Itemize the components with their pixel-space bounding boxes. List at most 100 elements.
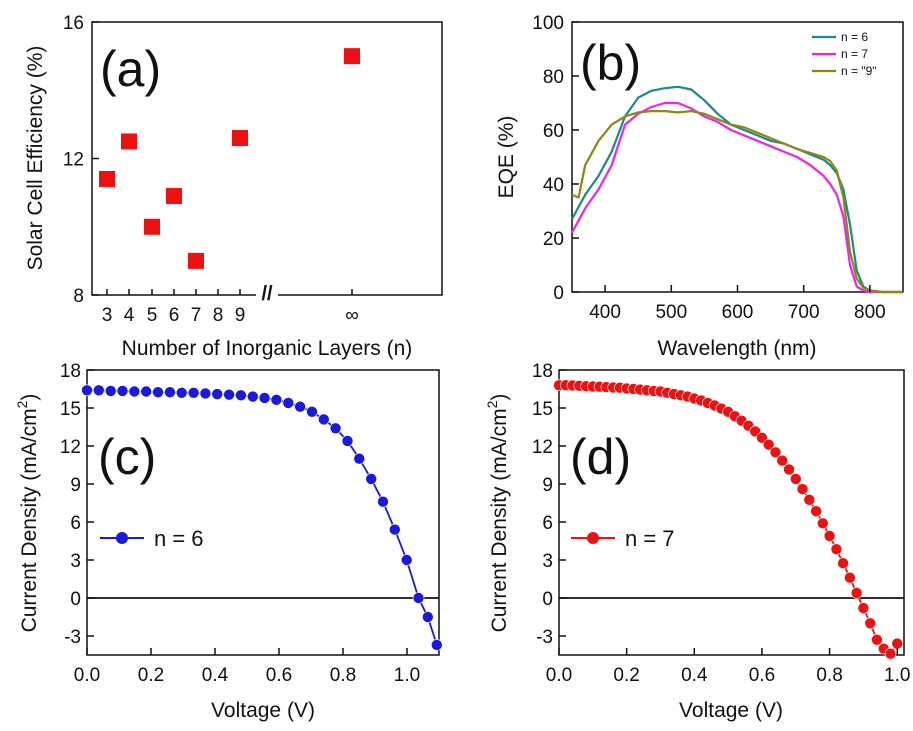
legend-label: n = "9" [841,64,877,78]
x-tick-label: 700 [788,302,820,323]
y-tick-label: 12 [60,437,81,458]
data-point [175,386,188,399]
panel-c-plot-frame [86,369,440,656]
data-point [837,557,849,570]
y-tick-label: -3 [64,627,81,648]
y-tick-label: 40 [543,175,564,196]
y-tick-label: 6 [70,513,81,534]
data-point [871,633,883,646]
panel-d-plot-frame [558,369,905,656]
data-point [377,495,389,508]
y-tick-label: 15 [532,399,553,420]
data-marker [188,252,204,269]
data-point [317,413,330,426]
data-point [270,393,283,406]
data-point [140,385,152,398]
y-tick-label: 3 [70,551,81,572]
panel-b-x-axis-label: Wavelength (nm) [657,337,816,360]
x-tick-label: 0.2 [613,665,639,686]
data-point [353,452,366,465]
panel-b-y-ticks: 0 20 40 60 80 100 [532,13,579,304]
panel-c-label: (c) [98,429,156,485]
data-point [247,390,259,403]
panel-a-x-ticks: 3 4 5 6 7 8 9 ∞ [102,289,359,326]
y-tick-label: 15 [60,399,81,420]
data-point [341,435,354,447]
panel-a-efficiency-scatter: // (a) Number of Inorganic Layers (n) So… [24,13,443,360]
series-line [559,384,898,655]
panel-d-jv-curve: (d) Voltage (V) Current Density (mA/cm2)… [484,361,910,722]
x-tick-label: 7 [191,305,202,326]
x-tick-label: 0.2 [138,665,164,686]
panel-b-legend: n = 6 n = 7 n = "9" [812,30,877,78]
panel-d-x-axis-label: Voltage (V) [679,699,783,722]
data-point [93,384,105,397]
panel-b-label: (b) [580,35,641,91]
data-marker [166,188,182,205]
data-point [235,389,247,402]
axis-break-double-slash-icon: // [261,283,273,305]
data-marker [344,48,360,65]
y-tick-label: 8 [73,286,84,307]
x-tick-label: 800 [854,302,886,323]
y-tick-label: 12 [532,437,553,458]
y-tick-label: 9 [70,475,81,496]
data-point [187,386,200,399]
panel-a-label: (a) [100,41,161,97]
data-point [421,611,434,623]
panel-a-x-axis-label: Number of Inorganic Layers (n) [122,337,413,360]
data-marker [121,133,137,150]
panel-c-legend: n = 6 [100,526,204,551]
data-point [294,400,306,413]
y-tick-label: 0 [553,283,564,304]
data-point [412,592,425,604]
y-tick-label: 3 [542,551,553,572]
data-point [365,473,378,485]
data-point [116,385,129,397]
data-point [857,602,870,614]
panel-c-y-axis-label: Current Density (mA/cm2) [14,394,41,633]
panel-d-y-axis-label: Current Density (mA/cm2) [484,394,511,633]
data-point [199,387,212,400]
x-tick-label: 1.0 [394,665,420,686]
x-tick-label: 0.6 [266,665,292,686]
data-point [830,543,843,556]
panel-a-y-ticks: 8 12 16 [63,13,99,307]
panel-d-y-ticks: -3 0 3 6 9 12 15 18 [532,361,566,648]
panel-b-series-lines [571,85,903,294]
panel-b-eqe-chart: (b) Wavelength (nm) EQE (%) 0 20 40 60 80 100… [495,13,904,360]
panel-a-y-axis-label: Solar Cell Efficiency (%) [24,46,47,271]
data-point [306,405,318,418]
y-tick-label: 100 [532,13,564,34]
panel-a-axis-break-gap [256,290,278,300]
panel-b-x-ticks: 400 500 600 700 800 [589,285,886,323]
legend-label: n = 7 [841,47,868,61]
x-tick-label: 4 [124,305,135,326]
x-tick-label: 400 [589,302,621,323]
series-line [571,101,903,294]
panel-a-markers [99,48,360,269]
data-point [789,473,802,485]
legend-swatch-marker [587,532,599,544]
x-tick-label: 600 [722,302,754,323]
data-point [104,385,117,397]
panel-c-jv-curve: (c) Voltage (V) Current Density (mA/cm2)… [14,361,443,722]
x-tick-label: 8 [213,305,224,326]
data-point [810,505,822,518]
y-tick-label: 6 [542,513,553,534]
legend-label: n = 7 [625,526,675,551]
panel-d-label: (d) [570,429,631,485]
x-tick-label: 0.8 [330,665,356,686]
data-point [152,386,164,399]
data-point [128,385,141,398]
y-tick-label: 0 [542,589,553,610]
data-point [884,647,897,660]
legend-swatch-marker [116,532,128,544]
data-point [81,384,93,397]
x-tick-label: 0.4 [202,665,229,686]
data-point [400,554,413,566]
data-point [282,397,295,409]
y-tick-label: -3 [536,627,553,648]
data-point [388,523,401,536]
